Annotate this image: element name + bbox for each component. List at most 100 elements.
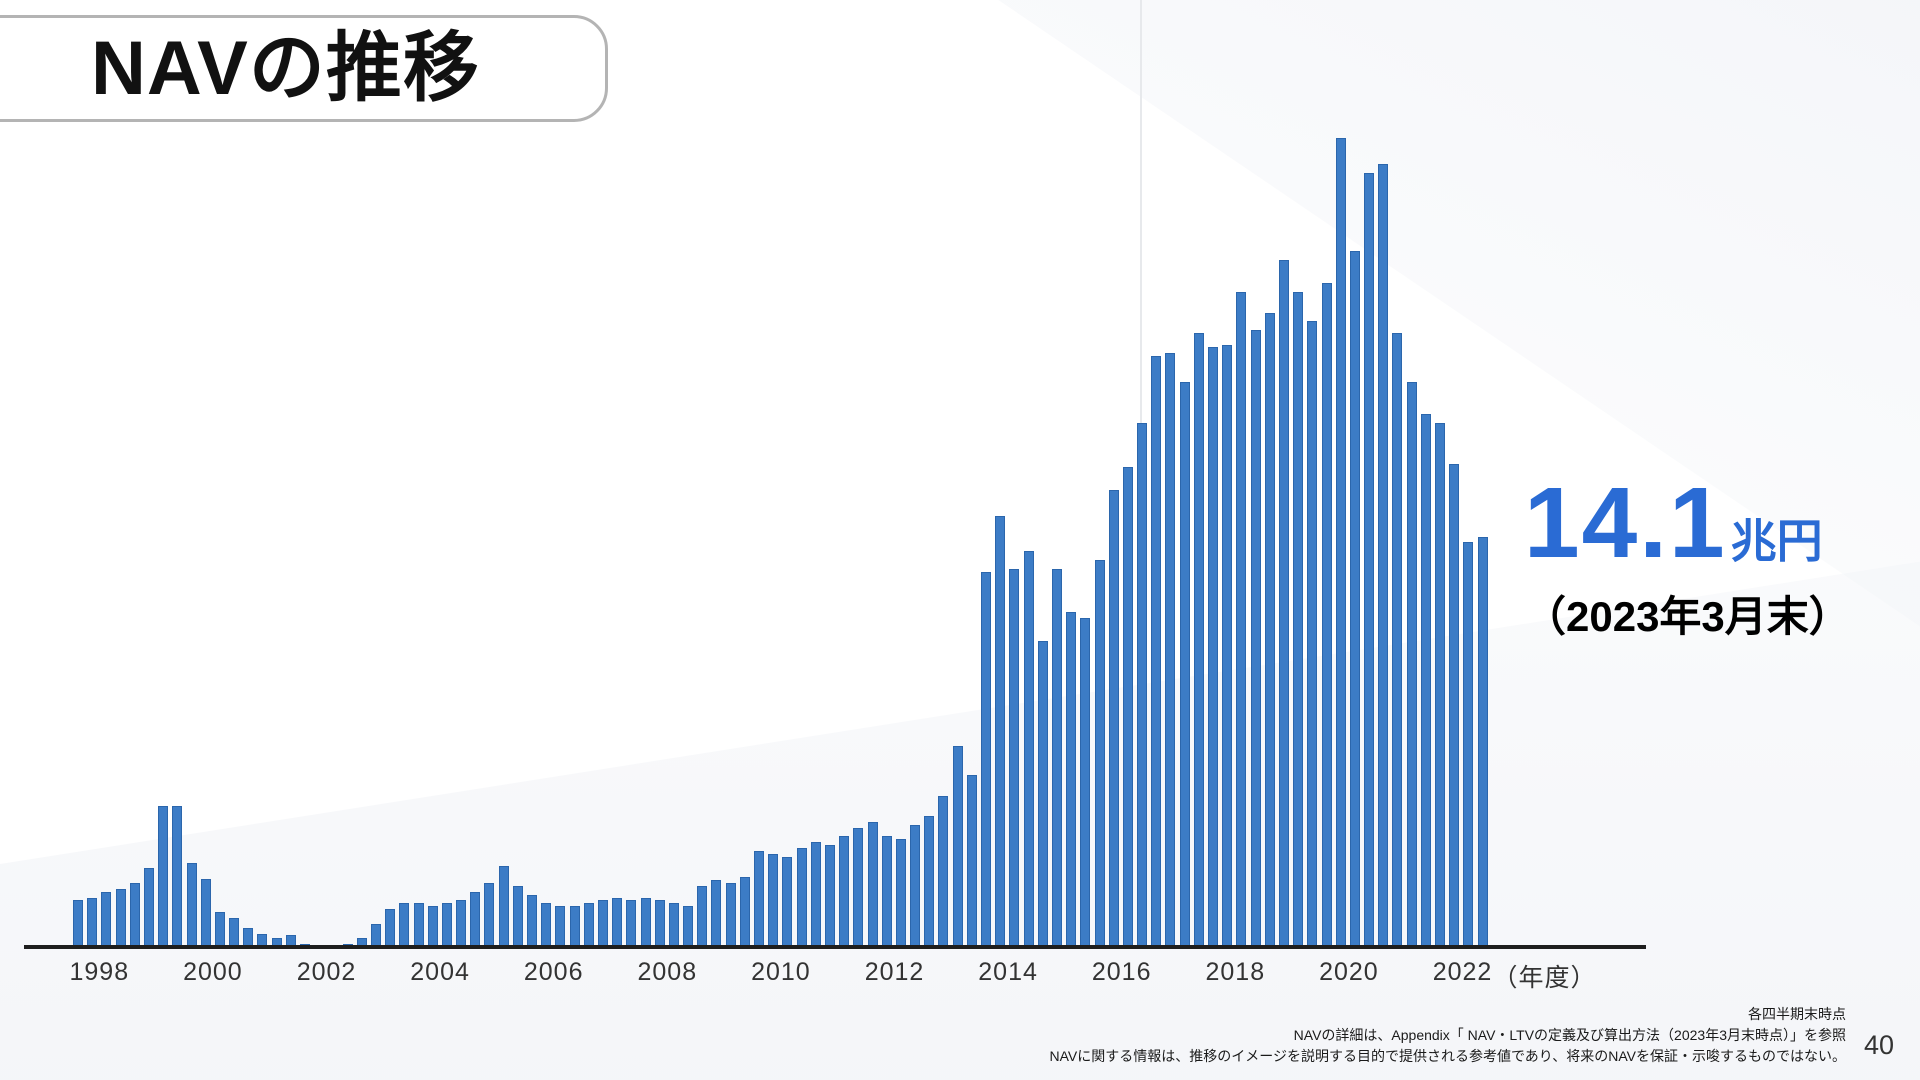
- page-title: NAVの推移: [91, 25, 480, 111]
- nav-bar: [1463, 542, 1474, 947]
- footnote-line-3: NAVに関する情報は、推移のイメージを説明する目的で提供される参考値であり、将来…: [1049, 1048, 1846, 1064]
- nav-bar: [484, 883, 495, 947]
- x-tick-2000: 2000: [183, 958, 243, 986]
- nav-bar: [200, 878, 211, 947]
- nav-bar: [356, 938, 367, 947]
- nav-bar: [938, 795, 949, 947]
- nav-bar: [640, 897, 651, 947]
- nav-bar: [697, 885, 708, 947]
- nav-bar: [470, 891, 481, 947]
- nav-bar: [1165, 353, 1176, 947]
- nav-bar: [370, 923, 381, 947]
- nav-bar: [1420, 414, 1431, 947]
- nav-bar: [214, 912, 225, 947]
- nav-asof-date: （2023年3月末）: [1524, 593, 1851, 640]
- nav-bar: [1193, 332, 1204, 947]
- nav-bar: [569, 906, 580, 947]
- nav-bar: [229, 917, 240, 947]
- nav-bar: [271, 938, 282, 947]
- nav-bar: [527, 894, 537, 947]
- nav-bar: [1264, 312, 1275, 947]
- nav-bar: [881, 836, 892, 947]
- nav-bar: [924, 816, 935, 947]
- title-outline: NAVの推移: [0, 15, 608, 122]
- nav-bar: [1051, 568, 1062, 947]
- nav-bar: [683, 906, 694, 947]
- nav-bar: [1122, 466, 1133, 947]
- nav-bar: [1449, 463, 1460, 947]
- nav-bar: [1307, 321, 1318, 947]
- nav-bar: [115, 888, 126, 947]
- nav-bar: [1250, 329, 1261, 947]
- nav-bar: [1208, 347, 1218, 947]
- nav-bar: [1349, 251, 1360, 947]
- x-tick-2022: 2022: [1432, 958, 1493, 986]
- nav-bar: [257, 933, 268, 947]
- nav-bar: [768, 853, 779, 947]
- nav-bar: [186, 862, 197, 947]
- nav-bar: [427, 906, 438, 947]
- nav-bar: [583, 903, 594, 947]
- nav-bar: [285, 935, 296, 947]
- nav-bar: [1477, 536, 1488, 947]
- nav-bar: [1151, 356, 1162, 947]
- nav-bar: [87, 897, 98, 947]
- nav-bar: [867, 821, 878, 947]
- nav-bar: [1406, 382, 1417, 947]
- nav-bar: [1108, 490, 1119, 947]
- nav-bar: [952, 746, 963, 947]
- nav-latest-annotation: 14.1 兆円 （2023年3月末）: [1524, 467, 1851, 644]
- nav-bar: [995, 516, 1006, 947]
- nav-latest-value: 14.1: [1524, 467, 1727, 579]
- x-axis-line: [24, 945, 1646, 949]
- nav-bar: [541, 903, 552, 947]
- nav-bar: [129, 883, 140, 947]
- nav-bar: [1009, 568, 1020, 947]
- nav-bar: [1392, 332, 1403, 947]
- nav-bar: [143, 868, 154, 947]
- x-tick-2016: 2016: [1091, 958, 1152, 986]
- nav-bar: [1278, 260, 1289, 947]
- x-tick-2014: 2014: [978, 958, 1038, 986]
- nav-bar: [668, 903, 679, 947]
- nav-bar: [754, 850, 764, 947]
- nav-bar: [626, 900, 637, 947]
- nav-bar: [73, 900, 83, 947]
- nav-bar: [1236, 292, 1247, 947]
- x-tick-2004: 2004: [410, 958, 470, 986]
- nav-bar: [839, 836, 850, 947]
- nav-bar: [1364, 172, 1375, 947]
- x-axis-unit-label: （年度）: [1492, 964, 1597, 992]
- nav-bar: [101, 891, 112, 947]
- bar-plot: [73, 132, 1497, 947]
- x-tick-2008: 2008: [637, 958, 698, 986]
- nav-bar: [1321, 283, 1332, 947]
- footnote-line-1: 各四半期末時点: [1748, 1006, 1846, 1022]
- nav-bar: [498, 865, 509, 947]
- nav-bar: [441, 903, 452, 947]
- page-number: 40: [1863, 1030, 1894, 1060]
- nav-bar: [810, 842, 821, 947]
- nav-bar: [413, 903, 424, 947]
- nav-bar: [1179, 382, 1190, 947]
- x-tick-2018: 2018: [1205, 958, 1266, 986]
- nav-bar: [1137, 423, 1148, 947]
- nav-bar: [1037, 641, 1048, 947]
- nav-bar: [910, 824, 921, 947]
- footnotes: 各四半期末時点 NAVの詳細は、Appendix「 NAV・LTVの定義及び算出…: [1049, 1004, 1846, 1067]
- nav-bar: [966, 775, 977, 947]
- nav-bar: [1094, 559, 1105, 947]
- nav-bar: [612, 897, 623, 947]
- x-tick-2020: 2020: [1319, 958, 1379, 986]
- nav-bar: [158, 805, 169, 947]
- nav-bar: [895, 839, 906, 947]
- nav-bar: [782, 856, 793, 947]
- nav-bar: [597, 900, 608, 947]
- nav-bar: [725, 883, 736, 947]
- nav-bar: [1066, 612, 1077, 947]
- nav-bar: [172, 805, 183, 947]
- nav-bar: [654, 900, 665, 947]
- nav-bar: [243, 928, 254, 947]
- nav-bar: [1293, 292, 1304, 947]
